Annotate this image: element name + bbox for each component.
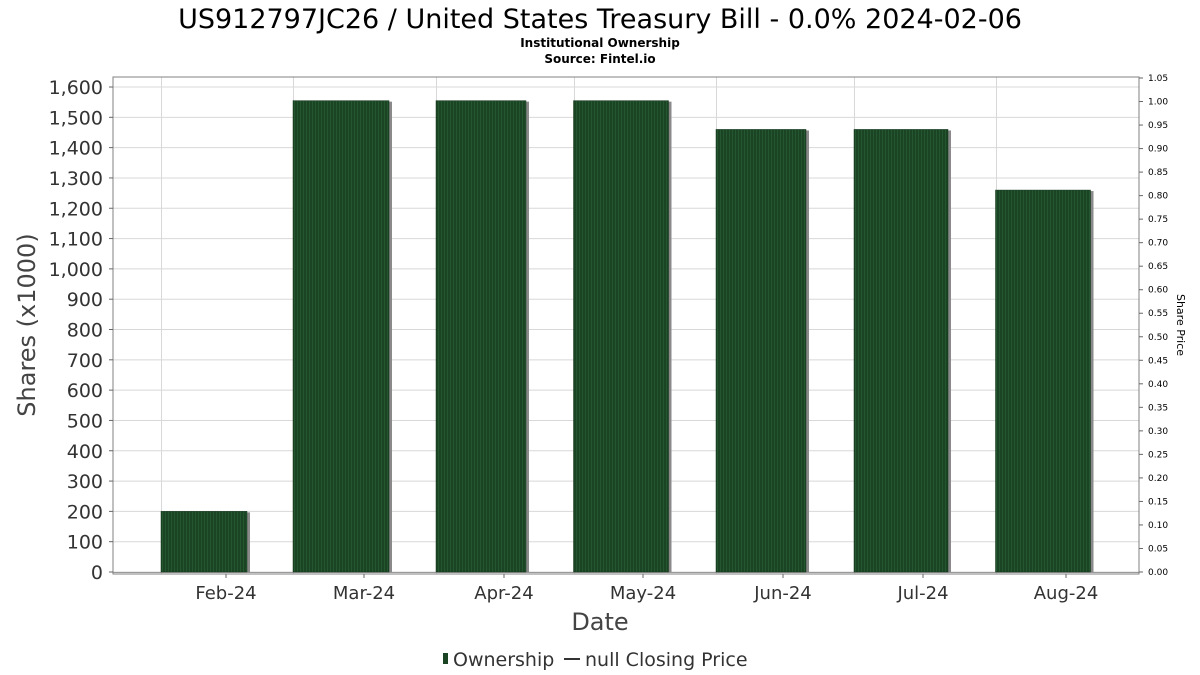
plot-area bbox=[112, 76, 1140, 575]
legend: Ownership null Closing Price bbox=[443, 649, 748, 671]
y2-tick-label: 1.00 bbox=[1148, 98, 1168, 108]
y2-tick-label: 0.30 bbox=[1148, 427, 1168, 437]
y-tick-label: 400 bbox=[67, 441, 103, 463]
x-tick-label: Mar-24 bbox=[333, 583, 395, 604]
chart-title: US912797JC26 / United States Treasury Bi… bbox=[178, 4, 1022, 35]
y-tick-label: 1,400 bbox=[49, 138, 103, 160]
legend-ownership-label: Ownership bbox=[453, 649, 554, 671]
y2-tick-label: 0.55 bbox=[1148, 309, 1168, 319]
y2-tick-label: 0.00 bbox=[1148, 568, 1168, 578]
bar-ownership bbox=[853, 129, 949, 573]
y-tick-label: 1,200 bbox=[49, 198, 103, 220]
y2-axis: 0.00 0.05 0.10 0.15 0.20 0.25 0.30 0.35 0.40 0.45… bbox=[1139, 74, 1168, 578]
y2-tick-label: 0.75 bbox=[1148, 215, 1168, 225]
y-tick-label: 600 bbox=[67, 380, 103, 402]
y2-tick-label: 0.70 bbox=[1148, 239, 1168, 249]
x-tick-label: Aug-24 bbox=[1034, 583, 1099, 604]
x-tick-label: Jun-24 bbox=[753, 583, 812, 604]
y2-tick-label: 0.45 bbox=[1148, 356, 1168, 366]
y-tick-label: 900 bbox=[67, 289, 103, 311]
y2-tick-label: 0.90 bbox=[1148, 145, 1168, 155]
y2-tick-label: 0.15 bbox=[1148, 497, 1168, 507]
y-tick-label: 700 bbox=[67, 350, 103, 372]
y-tick-label: 800 bbox=[67, 320, 103, 342]
legend-ownership-swatch bbox=[443, 653, 448, 664]
y-tick-label: 1,600 bbox=[49, 77, 103, 99]
bar-ownership bbox=[715, 129, 807, 573]
y-tick-label: 0 bbox=[91, 562, 103, 584]
y-tick-label: 1,100 bbox=[49, 229, 103, 251]
bar-ownership bbox=[292, 100, 390, 573]
y2-tick-label: 0.25 bbox=[1148, 450, 1168, 460]
x-tick-label: Feb-24 bbox=[195, 583, 256, 604]
y-tick-label: 500 bbox=[67, 410, 103, 432]
bars bbox=[160, 100, 1094, 573]
bar-ownership bbox=[160, 511, 248, 573]
y2-tick-label: 0.80 bbox=[1148, 192, 1168, 202]
bar-ownership bbox=[573, 100, 669, 573]
y2-tick-label: 0.85 bbox=[1148, 168, 1168, 178]
chart-source: Source: Fintel.io bbox=[544, 52, 655, 66]
x-axis: Feb-24 Mar-24 Apr-24 May-24 Jun-24 Jul-24 Aug-… bbox=[195, 574, 1098, 604]
y2-tick-label: 0.95 bbox=[1148, 121, 1168, 131]
y-tick-label: 1,300 bbox=[49, 168, 103, 190]
y-axis: 0 100 200 300 400 500 600 700 800 900 1,000 1,100 1,… bbox=[49, 77, 113, 584]
y2-tick-label: 1.05 bbox=[1148, 74, 1168, 84]
y2-tick-label: 0.20 bbox=[1148, 474, 1168, 484]
y2-tick-label: 0.35 bbox=[1148, 403, 1168, 413]
y-tick-label: 300 bbox=[67, 471, 103, 493]
y2-tick-label: 0.50 bbox=[1148, 333, 1168, 343]
y2-tick-label: 0.40 bbox=[1148, 380, 1168, 390]
y2-tick-label: 0.65 bbox=[1148, 262, 1168, 272]
x-tick-label: May-24 bbox=[610, 583, 676, 604]
y-axis-label: Shares (x1000) bbox=[13, 233, 41, 416]
y2-axis-label: Share Price bbox=[1174, 294, 1187, 356]
bar-ownership bbox=[435, 100, 527, 573]
y-tick-label: 1,000 bbox=[49, 259, 103, 281]
legend-price-label: null Closing Price bbox=[585, 649, 748, 671]
y-tick-label: 1,500 bbox=[49, 107, 103, 129]
bar-ownership bbox=[995, 189, 1091, 573]
chart-subtitle: Institutional Ownership bbox=[520, 36, 680, 50]
y2-tick-label: 0.60 bbox=[1148, 286, 1168, 296]
y2-tick-label: 0.05 bbox=[1148, 544, 1168, 554]
y2-tick-label: 0.10 bbox=[1148, 521, 1168, 531]
x-axis-label: Date bbox=[571, 608, 628, 636]
y-tick-label: 200 bbox=[67, 501, 103, 523]
x-tick-label: Apr-24 bbox=[474, 583, 533, 604]
x-tick-label: Jul-24 bbox=[896, 583, 948, 604]
y-tick-label: 100 bbox=[67, 532, 103, 554]
